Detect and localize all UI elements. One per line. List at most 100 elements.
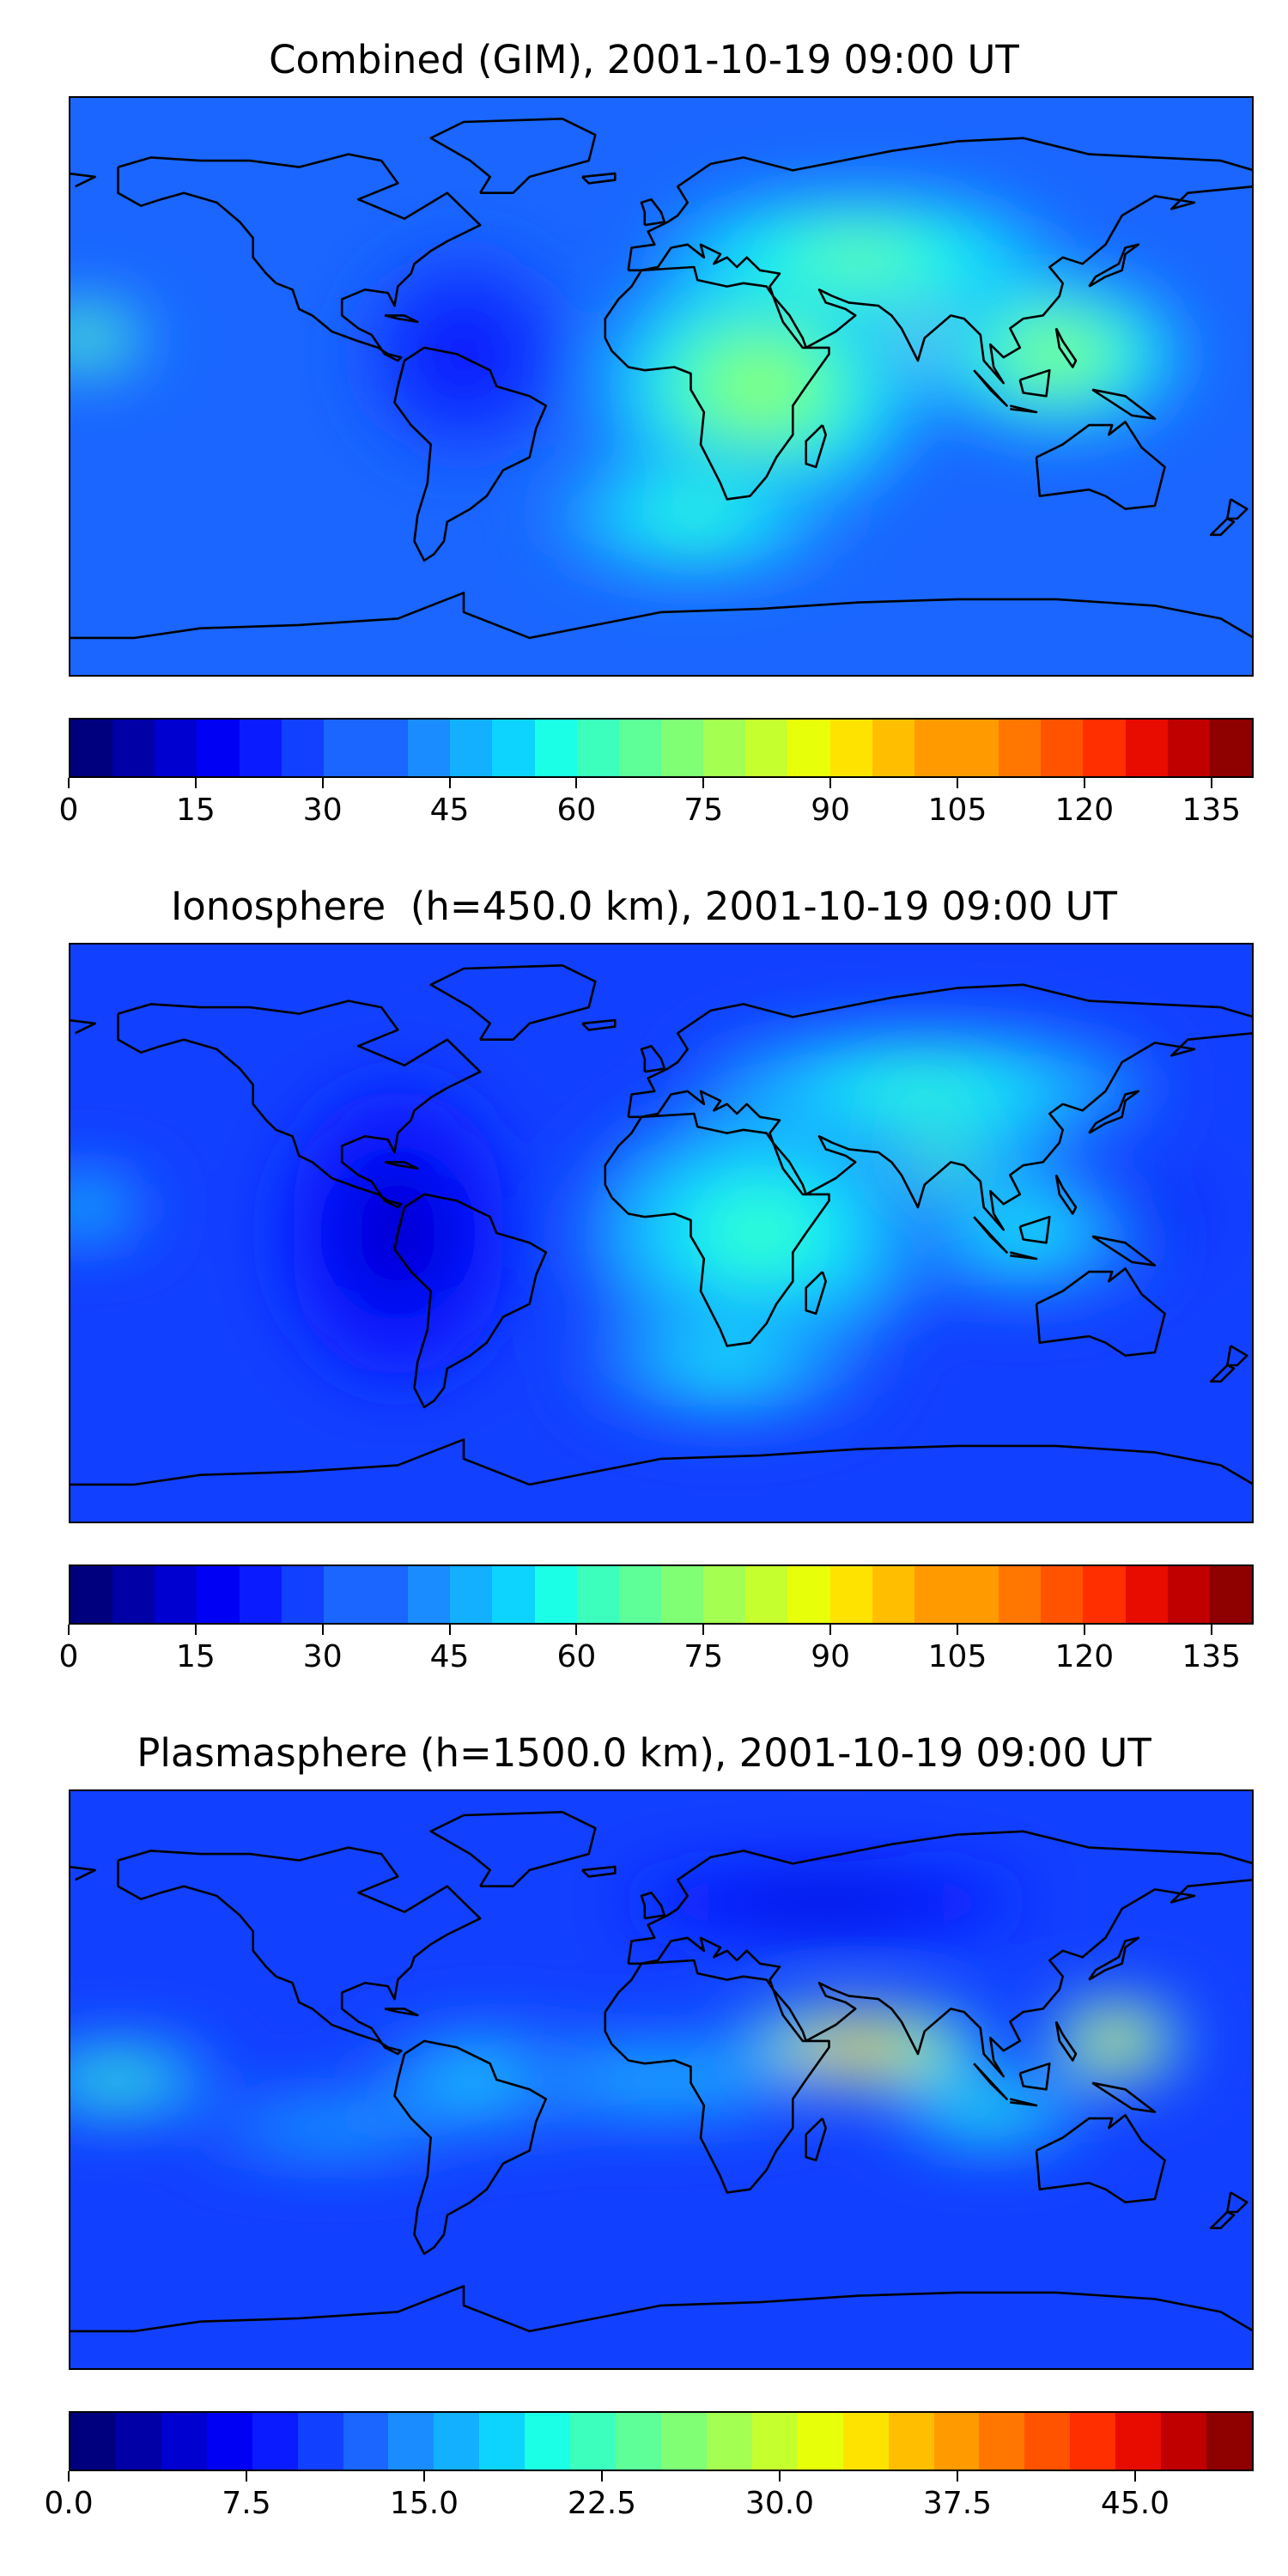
colorbar-segment — [616, 2413, 661, 2470]
colorbar-segment — [576, 1566, 619, 1623]
coastline — [604, 265, 830, 501]
colorbar-tick — [1134, 2471, 1136, 2482]
colorbar-segment — [1167, 720, 1210, 776]
colorbar-tick-label: 0.0 — [44, 2486, 94, 2521]
colorbar-segment — [999, 1566, 1042, 1623]
tec-contour — [71, 331, 99, 345]
tec-contour — [71, 1200, 99, 1214]
colorbar-segment — [206, 2413, 252, 2470]
colorbar-segment — [956, 1566, 999, 1623]
colorbar-tick — [829, 778, 832, 788]
colorbar-segment — [872, 720, 914, 776]
coastline — [69, 1018, 97, 1035]
coastline — [429, 963, 597, 1041]
colorbar-segment — [281, 1566, 324, 1623]
colorbar-tick-label: 0 — [58, 1639, 79, 1674]
colorbar-segment — [570, 2413, 617, 2470]
coastline — [393, 2039, 548, 2256]
colorbar-tick — [423, 2471, 425, 2482]
coastline — [973, 369, 1008, 407]
colorbar-tick-label: 0 — [58, 793, 79, 828]
colorbar-segment — [914, 720, 957, 776]
colorbar-segment — [1209, 720, 1252, 776]
coastline — [1091, 1235, 1157, 1267]
colorbar-tick — [829, 1625, 832, 1635]
coastline — [1054, 327, 1078, 368]
colorbar-segment — [365, 720, 409, 776]
colorbar-segment — [745, 720, 788, 776]
coastline — [1009, 1251, 1038, 1261]
tec-contour — [819, 244, 898, 270]
coastline — [429, 117, 597, 194]
colorbar-segment — [534, 720, 577, 776]
colorbar-tick — [702, 1625, 705, 1635]
coastline — [1054, 1174, 1078, 1215]
colorbar-segment — [618, 720, 661, 776]
map-title-plasmasphere: Plasmasphere (h=1500.0 km), 2001-10-19 0… — [137, 1730, 1151, 1776]
coastline — [640, 1891, 666, 1920]
coastline — [1035, 420, 1166, 511]
colorbar-tick-label: 120 — [1054, 1639, 1115, 1674]
colorbar-segment — [450, 1566, 493, 1623]
colorbar-segment — [252, 2413, 298, 2470]
tec-contour — [664, 502, 724, 529]
colorbar-tick-label: 45.0 — [1100, 2486, 1170, 2521]
tec-contour — [628, 2071, 695, 2088]
coastline — [1088, 1936, 1140, 1981]
colorbar-ticks-combined: 0 15 30 45 60 75 90 105 120 135 — [59, 778, 1254, 829]
coastline — [1054, 2020, 1078, 2062]
colorbar-segment — [1125, 720, 1168, 776]
map-frame — [69, 96, 1254, 677]
colorbar-ticks-ionosphere: 0 15 30 45 60 75 90 105 120 135 — [59, 1625, 1254, 1676]
colorbar-segment — [797, 2413, 843, 2470]
colorbar-tick — [1210, 1625, 1212, 1635]
tec-contour — [1146, 1213, 1163, 1220]
coastline — [604, 1959, 830, 2194]
colorbar-tick-label: 60 — [556, 793, 597, 828]
colorbar-segment — [933, 2413, 980, 2470]
colorbar-segment — [1041, 1566, 1084, 1623]
colorbar-segment — [239, 720, 282, 776]
colorbar-segment — [155, 1566, 197, 1623]
tec-contour — [878, 1076, 971, 1100]
coastline — [69, 592, 1254, 640]
tec-field — [69, 96, 1254, 677]
coastline — [627, 137, 1254, 270]
colorbar-tick-label: 135 — [1182, 793, 1242, 828]
colorbar-segment — [197, 720, 240, 776]
map-canvas — [69, 1789, 1254, 2370]
coastline — [393, 1193, 548, 1409]
tec-field — [69, 943, 1254, 1523]
colorbar-segment — [999, 720, 1042, 776]
tec-contour — [697, 1350, 757, 1374]
colorbar-segment — [787, 720, 830, 776]
colorbar-segment — [1125, 1566, 1168, 1623]
colorbar-tick-label: 120 — [1054, 793, 1115, 828]
colorbar-tick — [68, 1625, 70, 1635]
coastline — [1091, 388, 1157, 420]
coastline — [1226, 1345, 1249, 1367]
coastline — [640, 1044, 666, 1073]
colorbar-segment — [155, 720, 197, 776]
colorbar-segment — [660, 1566, 704, 1623]
colorbar-tick-label: 75 — [683, 1639, 724, 1674]
colorbar-segment — [1167, 1566, 1210, 1623]
coastline — [117, 999, 482, 1209]
coastline — [1226, 2191, 1249, 2214]
colorbar-segment — [239, 1566, 282, 1623]
map-canvas — [69, 943, 1254, 1523]
coastline — [1088, 1090, 1140, 1134]
colorbar-segment — [703, 1566, 746, 1623]
colorbar-segment — [1115, 2413, 1162, 2470]
colorbar-segment — [450, 720, 493, 776]
colorbar-segment — [161, 2413, 207, 2470]
map-title-combined: Combined (GIM), 2001-10-19 09:00 UT — [269, 37, 1019, 82]
colorbar-tick-label: 105 — [927, 793, 987, 828]
coastline — [1209, 1364, 1236, 1383]
colorbar-segment — [70, 1566, 113, 1623]
tec-contour — [832, 2039, 885, 2056]
colorbar-segment — [842, 2413, 889, 2470]
colorbar-segment — [525, 2413, 571, 2470]
coastline — [69, 2285, 1254, 2333]
colorbar-segment — [1083, 720, 1126, 776]
